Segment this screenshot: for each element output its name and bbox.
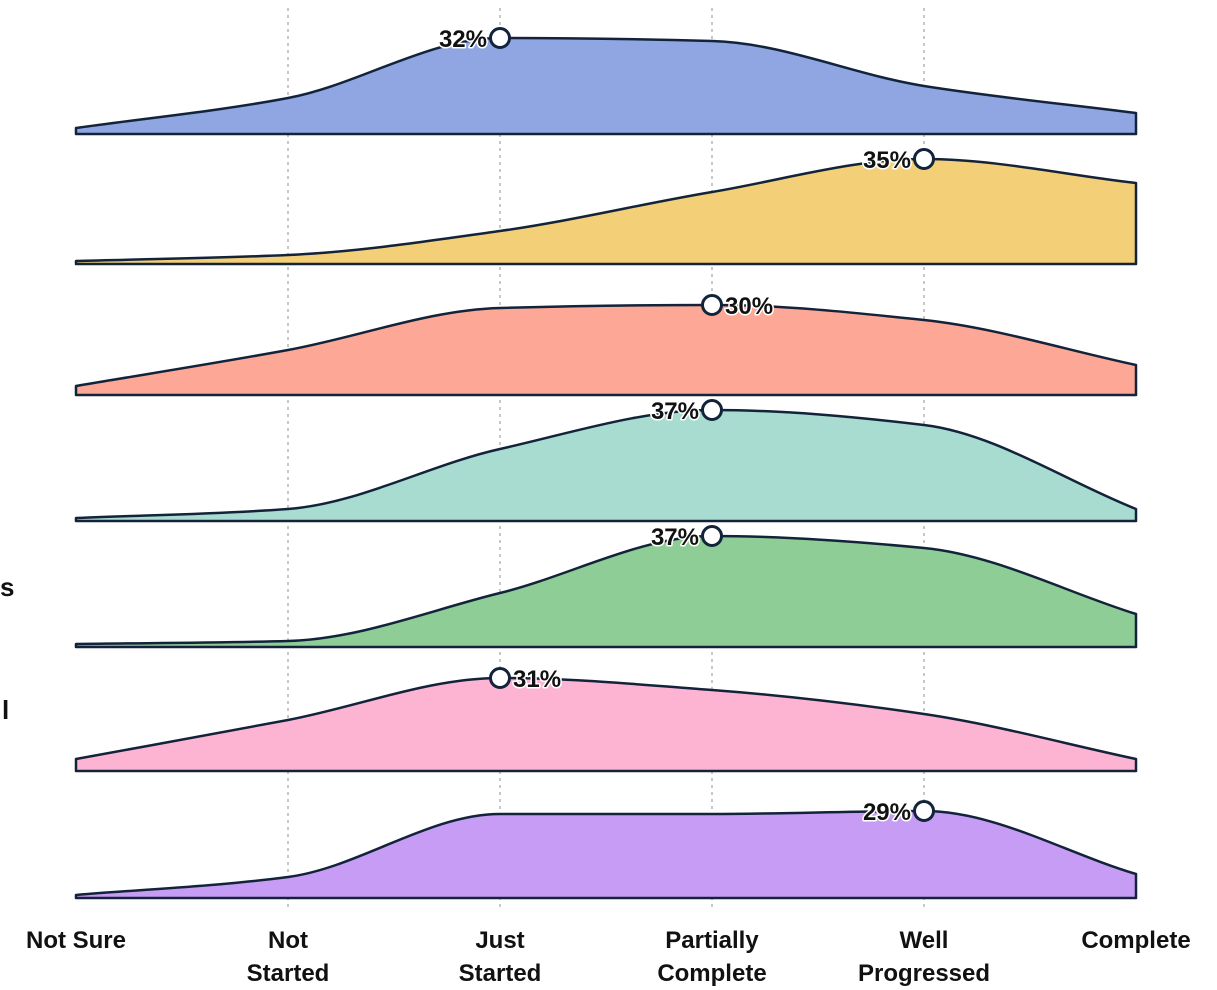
x-tick-label-6: Complete — [1081, 927, 1190, 954]
peak-label-2: 35% — [863, 147, 911, 174]
ridge-7: 29% — [74, 798, 1138, 900]
peak-marker-4 — [701, 399, 723, 421]
cut-off-row-label: s — [0, 572, 14, 602]
ridge-5: 37% — [74, 523, 1138, 649]
peak-label-7: 29% — [863, 799, 911, 826]
ridge-area-2 — [74, 157, 1138, 266]
peak-label-3: 30% — [725, 293, 773, 320]
ridges: 32% 35% 30% 37% 37% 31% 29% — [74, 25, 1138, 900]
peak-marker-2 — [913, 148, 935, 170]
peak-marker-5 — [701, 525, 723, 547]
ridge-area-5 — [74, 534, 1138, 649]
ridge-area-6 — [74, 676, 1138, 773]
peak-marker-3 — [701, 294, 723, 316]
x-axis-labels: Not Sure Not Started Just Started Partially Co… — [26, 927, 1191, 987]
ridge-3: 30% — [74, 292, 1138, 397]
x-tick-label-4: Partially Complete — [657, 927, 766, 987]
x-tick-label-5: Well Progressed — [858, 927, 990, 987]
ridge-area-1 — [74, 36, 1138, 136]
peak-marker-6 — [489, 667, 511, 689]
x-tick-label-1: Not Sure — [26, 927, 126, 954]
ridge-1: 32% — [74, 25, 1138, 136]
x-tick-label-2: Not Started — [247, 927, 330, 987]
cut-off-row-label: l — [2, 695, 9, 725]
ridge-2: 35% — [74, 146, 1138, 266]
peak-label-1: 32% — [439, 26, 487, 53]
peak-marker-1 — [489, 27, 511, 49]
ridge-6: 31% — [74, 665, 1138, 773]
peak-label-6: 31% — [513, 666, 561, 693]
ridge-4: 37% — [74, 397, 1138, 523]
ridge-area-7 — [74, 809, 1138, 900]
peak-label-5: 37% — [651, 524, 699, 551]
x-tick-label-3: Just Started — [459, 927, 542, 987]
peak-label-4: 37% — [651, 398, 699, 425]
ridge-area-3 — [74, 303, 1138, 397]
peak-marker-7 — [913, 800, 935, 822]
ridge-area-4 — [74, 408, 1138, 523]
